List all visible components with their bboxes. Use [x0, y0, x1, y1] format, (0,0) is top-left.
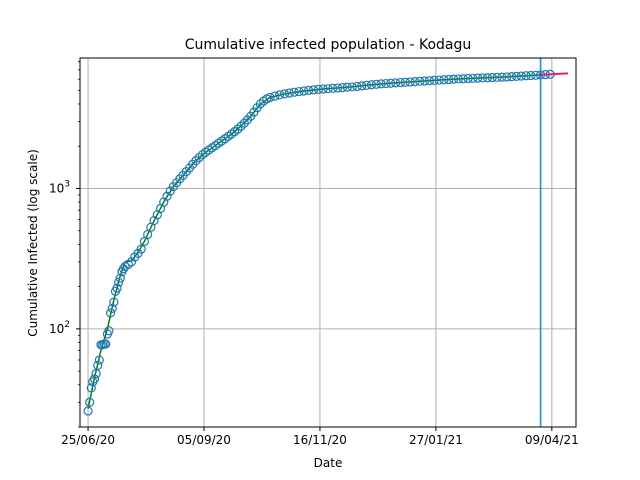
data-point [114, 277, 124, 287]
data-point [458, 74, 468, 84]
data-point [313, 84, 323, 94]
data-point [294, 86, 304, 97]
data-point [94, 355, 104, 365]
data-point [526, 70, 536, 81]
data-point [506, 72, 517, 82]
data-point [284, 88, 294, 98]
data-point [86, 383, 96, 393]
data-point [304, 85, 314, 95]
data-point [424, 76, 435, 86]
data-point [381, 78, 391, 89]
data-point [115, 273, 125, 283]
data-point [333, 83, 343, 93]
data-point [453, 74, 464, 84]
data-point [275, 90, 285, 100]
projection-line [540, 72, 568, 76]
data-point [434, 75, 444, 85]
data-point [386, 78, 396, 88]
data-point [126, 257, 137, 267]
data-point [194, 152, 204, 163]
data-point [511, 71, 522, 81]
data-point [255, 99, 265, 109]
x-tick-label: 16/11/20 [293, 433, 347, 447]
data-point [104, 326, 114, 336]
data-point [93, 360, 103, 370]
data-point [405, 77, 415, 87]
data-point [299, 86, 309, 96]
data-point [449, 74, 459, 84]
data-point [308, 85, 319, 95]
x-axis-label: Date [314, 456, 343, 470]
data-point [487, 72, 497, 83]
data-point [371, 79, 381, 89]
data-point [468, 73, 478, 83]
data-point [400, 77, 410, 87]
data-point [105, 308, 116, 318]
y-tick-label: 103 [49, 179, 70, 195]
data-point [391, 78, 401, 88]
x-tick-label: 05/09/20 [177, 433, 231, 447]
data-point [439, 75, 449, 85]
data-point [497, 72, 507, 82]
data-point [337, 83, 348, 93]
data-point [342, 82, 352, 92]
data-point [482, 73, 493, 83]
data-point [366, 80, 377, 90]
data-point [328, 83, 338, 93]
data-point [233, 124, 243, 134]
data-point [265, 92, 275, 103]
data-point [531, 70, 541, 80]
grid [80, 58, 576, 427]
data-point [357, 81, 367, 91]
data-point [352, 81, 362, 92]
data-point [318, 84, 328, 94]
y-axis: 102 103 [49, 61, 80, 428]
x-axis: 25/06/20 05/09/20 16/11/20 27/01/21 09/04/21 [61, 427, 579, 447]
x-tick-label: 09/04/21 [525, 433, 579, 447]
data-point [83, 406, 93, 416]
data-point [463, 73, 473, 84]
data-point [136, 244, 146, 254]
data-point [107, 303, 117, 313]
data-point [415, 76, 425, 86]
data-point [109, 297, 119, 307]
chart-title: Cumulative infected population - Kodagu [185, 37, 472, 53]
data-point [429, 75, 439, 85]
data-point [444, 74, 454, 85]
data-point [323, 84, 333, 94]
data-point [101, 339, 111, 349]
data-point [236, 121, 246, 131]
projection-line-layer [540, 72, 568, 76]
data-point [473, 73, 483, 83]
data-point [162, 191, 172, 201]
data-point [89, 374, 100, 384]
data-point [143, 229, 153, 240]
data-point [516, 71, 526, 81]
data-point [239, 118, 249, 128]
data-point [270, 91, 280, 101]
data-point [289, 87, 299, 97]
data-point [85, 397, 95, 407]
data-point [477, 73, 488, 83]
x-tick-label: 27/01/21 [409, 433, 463, 447]
data-point [362, 80, 372, 90]
y-tick-label: 102 [49, 320, 70, 336]
data-point [191, 155, 201, 166]
data-point [347, 82, 357, 92]
data-point [376, 79, 386, 89]
data-point [112, 283, 122, 293]
data-point [521, 71, 531, 81]
data-point [410, 77, 420, 87]
data-point [420, 76, 430, 86]
data-point [502, 72, 512, 82]
plot-frame [79, 57, 577, 428]
data-point [279, 89, 290, 99]
data-point [395, 77, 406, 88]
x-tick-label: 25/06/20 [61, 433, 115, 447]
y-axis-label: Cumulative Infected (log scale) [26, 149, 40, 337]
data-point [492, 72, 502, 82]
